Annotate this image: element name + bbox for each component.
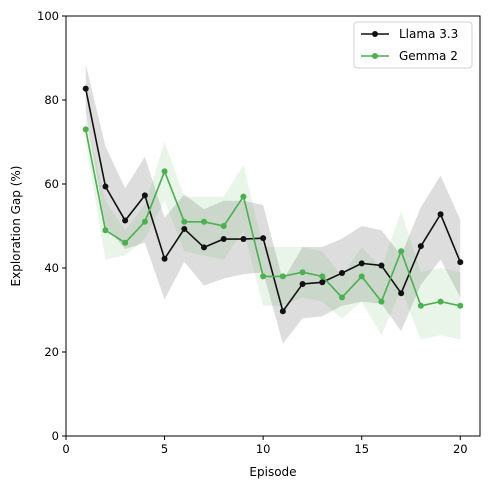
band-llama-3-3 (85, 64, 461, 344)
point-gemma-2 (82, 126, 89, 133)
y-tick-label: 40 (44, 261, 59, 275)
point-llama-3-3 (339, 270, 345, 277)
point-gemma-2 (201, 218, 207, 225)
point-llama-3-3 (299, 280, 306, 287)
y-axis-label: Exploration Gap (%) (9, 166, 23, 287)
y-tick-label: 80 (44, 93, 59, 107)
point-llama-3-3 (161, 255, 168, 262)
point-llama-3-3 (220, 236, 227, 243)
point-llama-3-3 (319, 279, 326, 286)
point-llama-3-3 (437, 211, 444, 218)
point-llama-3-3 (260, 235, 267, 242)
y-tick-label: 0 (52, 429, 59, 443)
point-gemma-2 (240, 193, 247, 200)
point-llama-3-3 (240, 236, 247, 243)
series-lines (84, 88, 462, 313)
series-points (82, 85, 464, 315)
point-llama-3-3 (82, 85, 89, 92)
legend-dot-llama (372, 31, 378, 37)
point-llama-3-3 (398, 290, 405, 297)
point-gemma-2 (260, 273, 267, 280)
point-gemma-2 (457, 302, 464, 309)
point-gemma-2 (378, 298, 385, 305)
point-gemma-2 (122, 239, 129, 246)
point-gemma-2 (181, 218, 188, 225)
x-axis-ticks: 0 5 10 15 20 (62, 436, 468, 456)
point-gemma-2 (299, 269, 306, 276)
point-gemma-2 (339, 294, 345, 301)
legend-label-llama: Llama 3.3 (399, 27, 458, 41)
point-llama-3-3 (141, 192, 148, 199)
point-llama-3-3 (378, 262, 385, 269)
point-llama-3-3 (358, 260, 365, 267)
legend-dot-gemma (372, 53, 378, 59)
point-gemma-2 (161, 168, 168, 175)
point-gemma-2 (102, 227, 109, 234)
x-tick-label: 5 (161, 442, 168, 456)
y-tick-label: 20 (44, 345, 59, 359)
point-gemma-2 (220, 223, 227, 229)
point-gemma-2 (141, 218, 148, 225)
point-llama-3-3 (181, 225, 188, 232)
legend: Llama 3.3 Gemma 2 (353, 21, 473, 69)
y-tick-label: 100 (37, 9, 59, 23)
confidence-bands (85, 64, 461, 344)
x-tick-label: 15 (354, 442, 369, 456)
point-gemma-2 (398, 248, 405, 255)
point-gemma-2 (437, 298, 444, 305)
point-llama-3-3 (279, 308, 286, 315)
point-llama-3-3 (417, 243, 424, 250)
plot-area-frame (65, 15, 481, 437)
point-llama-3-3 (457, 259, 464, 266)
line-gemma-2 (84, 129, 461, 307)
point-gemma-2 (319, 273, 326, 280)
x-axis-label: Episode (249, 465, 296, 479)
point-llama-3-3 (122, 217, 129, 224)
point-gemma-2 (417, 302, 424, 309)
x-tick-label: 20 (453, 442, 468, 456)
point-llama-3-3 (201, 244, 207, 251)
legend-label-gemma: Gemma 2 (399, 49, 458, 63)
point-gemma-2 (279, 273, 286, 280)
point-gemma-2 (358, 273, 365, 280)
y-axis-ticks: 0 20 40 60 80 100 (37, 9, 66, 443)
line-llama-3-3 (84, 88, 462, 313)
x-tick-label: 10 (256, 442, 271, 456)
x-tick-label: 0 (62, 442, 69, 456)
y-tick-label: 60 (44, 177, 59, 191)
point-llama-3-3 (102, 183, 109, 190)
